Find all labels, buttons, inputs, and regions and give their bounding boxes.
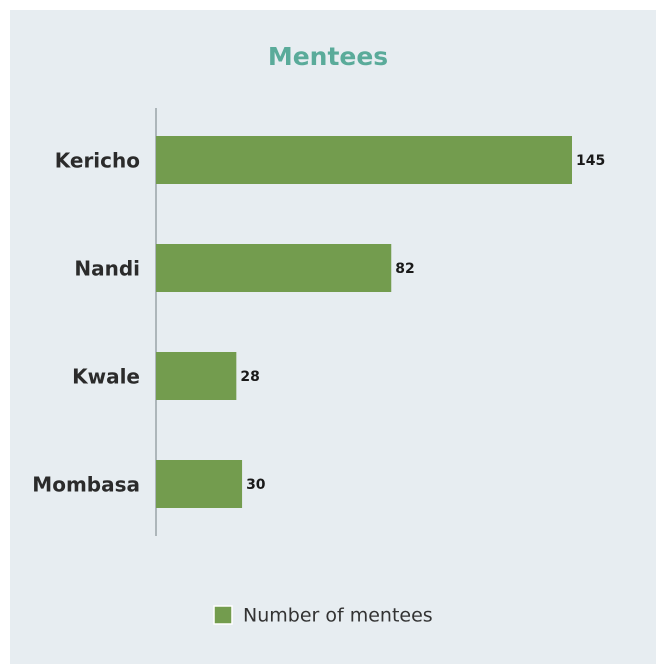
bar [156,352,237,400]
y-tick-label: Kericho [55,149,140,173]
data-label: 30 [246,477,266,493]
legend-label: Number of mentees [243,605,433,627]
data-label: 82 [395,261,414,277]
bar [156,136,572,184]
chart-background [10,10,656,664]
chart-title: Mentees [268,42,388,71]
bar [156,244,392,292]
y-tick-label: Kwale [72,365,140,389]
data-label: 145 [576,153,605,169]
bar [156,460,243,508]
legend-swatch [213,605,233,625]
y-tick-label: Mombasa [32,473,140,497]
data-label: 28 [240,369,259,385]
y-tick-label: Nandi [74,257,140,281]
